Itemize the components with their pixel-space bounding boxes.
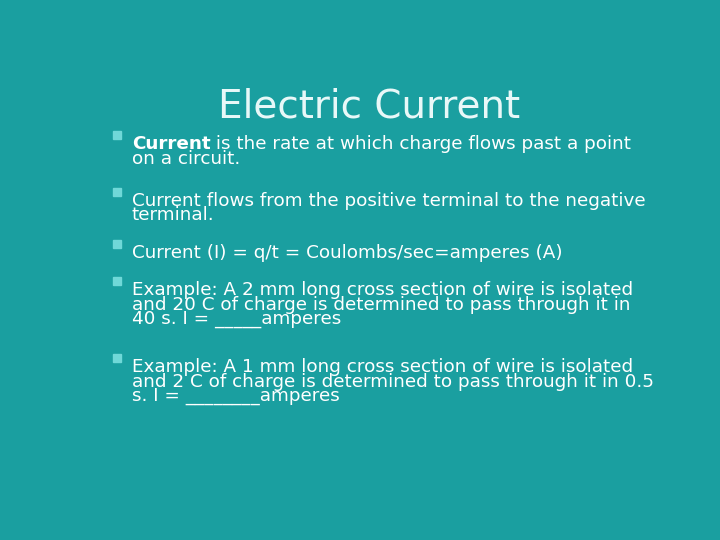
Text: Current: Current [132, 136, 210, 153]
Text: s. I = ________amperes: s. I = ________amperes [132, 387, 340, 406]
Text: Current flows from the positive terminal to the negative: Current flows from the positive terminal… [132, 192, 645, 210]
Text: and 20 C of charge is determined to pass through it in: and 20 C of charge is determined to pass… [132, 296, 630, 314]
Text: 40 s. I = _____amperes: 40 s. I = _____amperes [132, 310, 341, 328]
Text: and 2 C of charge is determined to pass through it in 0.5: and 2 C of charge is determined to pass … [132, 373, 654, 390]
Text: Example: A 1 mm long cross section of wire is isolated: Example: A 1 mm long cross section of wi… [132, 358, 633, 376]
Text: terminal.: terminal. [132, 206, 215, 224]
Text: is the rate at which charge flows past a point: is the rate at which charge flows past a… [210, 136, 631, 153]
Text: Current (I) = q/t = Coulombs/sec=amperes (A): Current (I) = q/t = Coulombs/sec=amperes… [132, 244, 562, 261]
Text: Example: A 2 mm long cross section of wire is isolated: Example: A 2 mm long cross section of wi… [132, 281, 633, 299]
Text: on a circuit.: on a circuit. [132, 150, 240, 168]
Text: Electric Current: Electric Current [218, 87, 520, 126]
